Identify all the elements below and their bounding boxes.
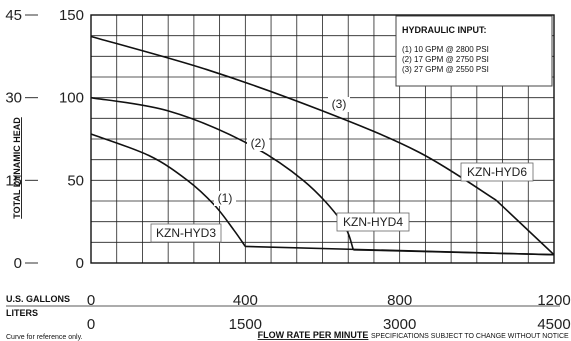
series-marker-bg	[214, 191, 236, 206]
y-tick-label-inner: 0	[76, 255, 84, 272]
x-tick-label-secondary: 4500	[537, 316, 570, 333]
y-tick-label-outer: 45	[5, 7, 22, 24]
footer-note: Curve for reference only.	[6, 334, 83, 341]
y-tick-label-outer: 0	[14, 255, 22, 272]
x-tick-label-primary: 0	[87, 292, 95, 309]
series-name-box	[336, 212, 410, 232]
x-units-secondary: LITERS	[6, 308, 38, 318]
series-name-box	[460, 162, 534, 182]
series-marker-bg	[247, 136, 269, 151]
legend-title: HYDRAULIC INPUT:	[402, 25, 487, 35]
series-line-2	[90, 96, 355, 251]
y-tick-label-outer: 15	[5, 172, 22, 189]
series-name-2: KZN-HYD4	[343, 215, 403, 229]
series-marker-3: (3)	[332, 97, 347, 111]
x-tick-label-secondary: 3000	[383, 316, 416, 333]
series-name-1: KZN-HYD3	[156, 226, 216, 240]
footer-disclaimer: SPECIFICATIONS SUBJECT TO CHANGE WITHOUT…	[371, 333, 569, 340]
legend-entry: (3) 27 GPM @ 2550 PSI	[402, 65, 489, 74]
x-tick-label-secondary: 1500	[229, 316, 262, 333]
x-axis-label: FLOW RATE PER MINUTE	[258, 330, 369, 340]
series-name-3: KZN-HYD6	[467, 165, 527, 179]
series-marker-bg	[328, 97, 350, 112]
y-tick-label-outer: 30	[5, 90, 22, 107]
y-tick-label-inner: 100	[59, 90, 84, 107]
series-line-1	[90, 133, 246, 247]
series-marker-1: (1)	[218, 191, 233, 205]
series-tail-2	[353, 248, 555, 256]
series-marker-2: (2)	[251, 136, 266, 150]
x-tick-label-primary: 1200	[537, 292, 570, 309]
series-name-box	[150, 223, 222, 243]
x-units-primary: U.S. GALLONS	[6, 294, 70, 304]
legend-entry: (2) 17 GPM @ 2750 PSI	[402, 55, 489, 64]
plot-frame	[90, 14, 555, 264]
x-tick-label-primary: 400	[233, 292, 258, 309]
series-line-3	[90, 35, 497, 201]
y-axis-label: TOTAL DYNAMIC HEAD	[12, 117, 22, 219]
legend-entry: (1) 10 GPM @ 2800 PSI	[402, 45, 489, 54]
y-tick-label-inner: 150	[59, 7, 84, 24]
legend-box	[395, 15, 553, 87]
series-tail-3	[495, 199, 555, 256]
x-tick-label-secondary: 0	[87, 316, 95, 333]
y-tick-label-inner: 50	[67, 172, 84, 189]
x-tick-label-primary: 800	[387, 292, 412, 309]
